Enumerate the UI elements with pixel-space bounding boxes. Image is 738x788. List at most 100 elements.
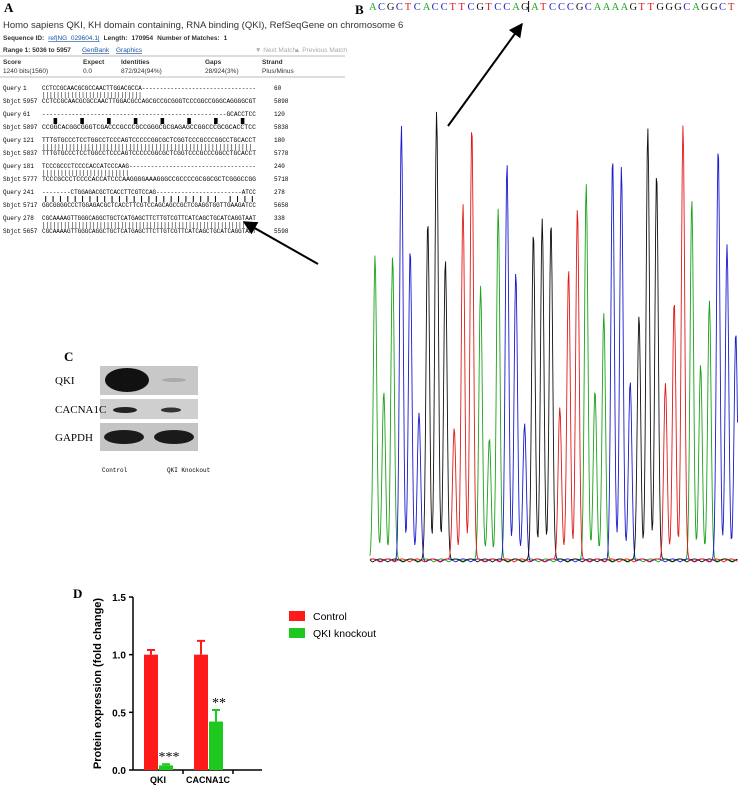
row-label: Query: [3, 137, 21, 144]
score-header: Expect: [83, 59, 105, 66]
base: C: [567, 2, 574, 13]
link: Graphics: [116, 47, 143, 54]
sequence: CCGGCACGGCGGGTCGACCCGCCCGCCGGGCGCGAGAGCC…: [42, 124, 256, 131]
y-tick-label: 1.0: [112, 651, 126, 662]
sequence: ----------------------------------------…: [42, 111, 256, 118]
bar: [209, 721, 223, 770]
base: C: [494, 2, 501, 13]
row-end: 5838: [274, 124, 289, 131]
trace: [369, 184, 738, 563]
bar: [144, 654, 158, 770]
error-bar: [147, 649, 155, 655]
base: G: [701, 2, 709, 13]
score-value: 1240 bits(1560): [3, 68, 48, 75]
base: C: [558, 2, 565, 13]
row-start: 5717: [23, 202, 38, 209]
panel-c: C QKI CACNA1C GAPDH Control QKI Knockout: [55, 349, 210, 474]
base: G: [656, 2, 664, 13]
score-header: Score: [3, 59, 21, 66]
legend-swatch: [289, 611, 305, 621]
base: C: [378, 2, 385, 13]
row-end: 240: [274, 163, 285, 170]
trace: [369, 111, 738, 563]
panel-label: A: [4, 0, 14, 15]
score-value: 872/924(94%): [121, 68, 162, 75]
sequence: TTTGTGCCCTCCTGGCCTCCCAGTCCCCCGGCGCTCGGTC…: [42, 137, 256, 144]
matches: 1: [224, 35, 228, 42]
error-bar: [197, 639, 205, 655]
row-end: 5718: [274, 176, 289, 183]
score-value: Plus/Minus: [262, 68, 295, 75]
match-line: |||||||||||||||||||||||| ||||: [42, 196, 256, 203]
base: A: [603, 2, 611, 13]
score-header: Identities: [121, 59, 150, 66]
row-start: 5657: [23, 228, 38, 235]
match-line: ||||||||||||||||||||||||||||: [42, 92, 142, 99]
match-line: ||||||||||||||||||||||||: [42, 170, 129, 177]
row-start: 5837: [23, 150, 38, 157]
row-start: 278: [23, 215, 34, 222]
trace: [369, 125, 738, 563]
row-label: Sbjct: [3, 202, 21, 209]
base: T: [639, 2, 646, 13]
row-end: 180: [274, 137, 285, 144]
panel-d: D Protein expression (fold change) 0.0 0.5 1…: [73, 586, 376, 785]
y-tick-label: 0.5: [112, 708, 126, 719]
base: A: [369, 2, 377, 13]
lane-label: Control: [102, 467, 128, 474]
lane-label: QKI Knockout: [167, 467, 210, 474]
base: C: [467, 2, 474, 13]
band: [105, 368, 149, 392]
title: Homo sapiens QKI, KH domain containing, …: [3, 20, 403, 31]
row-label: Sbjct: [3, 124, 21, 131]
base: T: [647, 2, 654, 13]
row-end: 120: [274, 111, 285, 118]
row-end: 5658: [274, 202, 289, 209]
blot: [100, 399, 198, 419]
legend-swatch: [289, 628, 305, 638]
base: T: [450, 2, 457, 13]
nav: ▼ Next Match: [255, 47, 296, 54]
base: G: [521, 2, 529, 13]
matches-label: Number of Matches:: [157, 35, 219, 42]
base: T: [728, 2, 735, 13]
sequence: GGCGGGGCCCTGGAGACGCTCACCTTCGTCCAGCAGCCGC…: [42, 202, 256, 209]
base: G: [710, 2, 718, 13]
x-tick-label: QKI: [150, 775, 166, 785]
base: A: [692, 2, 700, 13]
row-end: 60: [274, 85, 282, 92]
sequence: TCCCGCCCTCCCCACCATCCCAAGGGGAAAGGGCCGCCCC…: [42, 176, 256, 183]
base: C: [503, 2, 510, 13]
link: GenBank: [82, 47, 110, 54]
base: G: [674, 2, 682, 13]
sequence: CCTCCGCAACGCGCCAACTTGGACGCCAGCGCCGCGGGTC…: [42, 98, 256, 105]
x-tick-label: CACNA1C: [186, 775, 231, 785]
sequence: TTTGTGCCCTCCTGGCCTCCCAGTCCCCCGGCGCTCGGTC…: [42, 150, 256, 157]
base: G: [476, 2, 484, 13]
match-line: ||||||||||||||||||||||||||||||||||||||||…: [42, 222, 256, 229]
sequence: --------CTGGAGACGCTCACCTTCGTCCAG--------…: [42, 189, 256, 196]
bar: [194, 654, 208, 770]
panel-b: B AC GC T C AC C T T C GT C C AG AT C C C GC AAAAGT T GGGC AGG…: [242, 1, 738, 563]
error-bar: [212, 709, 220, 722]
row-label: CACNA1C: [55, 404, 106, 416]
base: C: [549, 2, 556, 13]
row-start: 5777: [23, 176, 38, 183]
row-end: 5898: [274, 98, 289, 105]
band: [104, 430, 144, 444]
base: A: [531, 2, 539, 13]
base: A: [594, 2, 602, 13]
row-start: 181: [23, 163, 34, 170]
base: C: [414, 2, 421, 13]
base: G: [387, 2, 395, 13]
length: 170954: [131, 35, 153, 42]
base: C: [683, 2, 690, 13]
sequence-id: ref|NG_029604.1|: [48, 35, 100, 42]
panel-a: A Homo sapiens QKI, KH domain containing,…: [0, 0, 403, 235]
score-header: Strand: [262, 59, 283, 66]
significance: ***: [159, 750, 180, 765]
row-label: GAPDH: [55, 432, 93, 444]
y-axis-label: Protein expression (fold change): [92, 598, 104, 769]
sequence: AC GC T C AC C T T C GT C C AG: [369, 2, 529, 13]
